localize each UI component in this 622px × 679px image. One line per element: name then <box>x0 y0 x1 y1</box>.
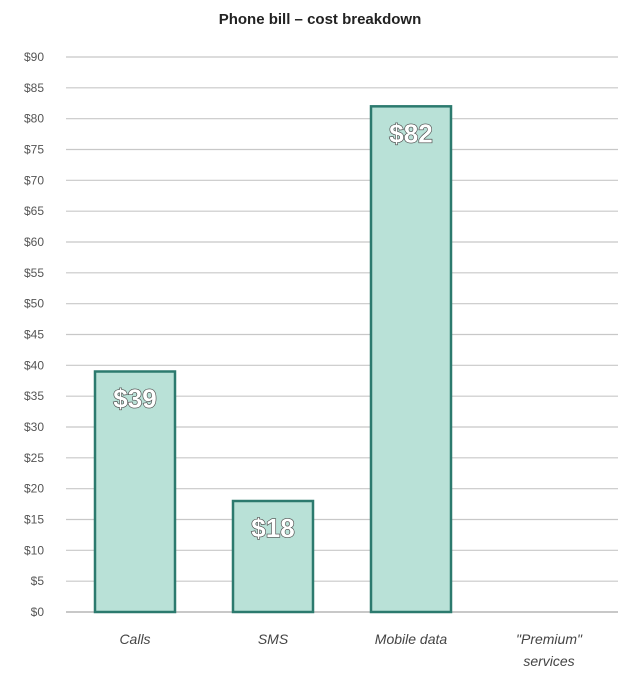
y-tick-label: $45 <box>24 328 44 342</box>
x-axis-categories: Calls SMS Mobile data "Premium" services <box>119 631 583 669</box>
data-label: $82 <box>389 118 432 148</box>
y-tick-label: $20 <box>24 482 44 496</box>
x-category-label: "Premium" <box>516 631 583 647</box>
y-tick-label: $70 <box>24 173 44 187</box>
data-labels: $39 $18 $82 <box>113 118 434 544</box>
y-tick-label: $85 <box>24 81 44 95</box>
chart-title: Phone bill – cost breakdown <box>219 11 422 28</box>
bar <box>93 370 177 614</box>
x-category-label: SMS <box>258 631 289 647</box>
y-tick-label: $50 <box>24 297 44 311</box>
y-tick-label: $10 <box>24 543 44 557</box>
x-category-label: Calls <box>119 631 150 647</box>
y-tick-label: $80 <box>24 112 44 126</box>
y-tick-label: $55 <box>24 266 44 280</box>
y-tick-label: $60 <box>24 235 44 249</box>
data-label: $39 <box>113 384 156 414</box>
data-label: $18 <box>251 513 294 543</box>
x-category-label: services <box>523 653 574 669</box>
y-tick-label: $90 <box>24 50 44 64</box>
bars <box>93 105 453 614</box>
bar <box>231 499 315 614</box>
y-axis-ticks: $0 $5 $10 $15 $20 $25 $30 $35 $40 $45 $50 $55 $60 $65… <box>24 50 44 619</box>
x-category-label: Mobile data <box>375 631 448 647</box>
y-tick-label: $40 <box>24 358 44 372</box>
y-tick-label: $35 <box>24 389 44 403</box>
y-tick-label: $30 <box>24 420 44 434</box>
y-tick-label: $5 <box>31 574 45 588</box>
y-tick-label: $75 <box>24 143 44 157</box>
y-tick-label: $25 <box>24 451 44 465</box>
y-tick-label: $15 <box>24 513 44 527</box>
y-tick-label: $0 <box>31 605 45 619</box>
bar <box>369 105 453 614</box>
y-tick-label: $65 <box>24 204 44 218</box>
